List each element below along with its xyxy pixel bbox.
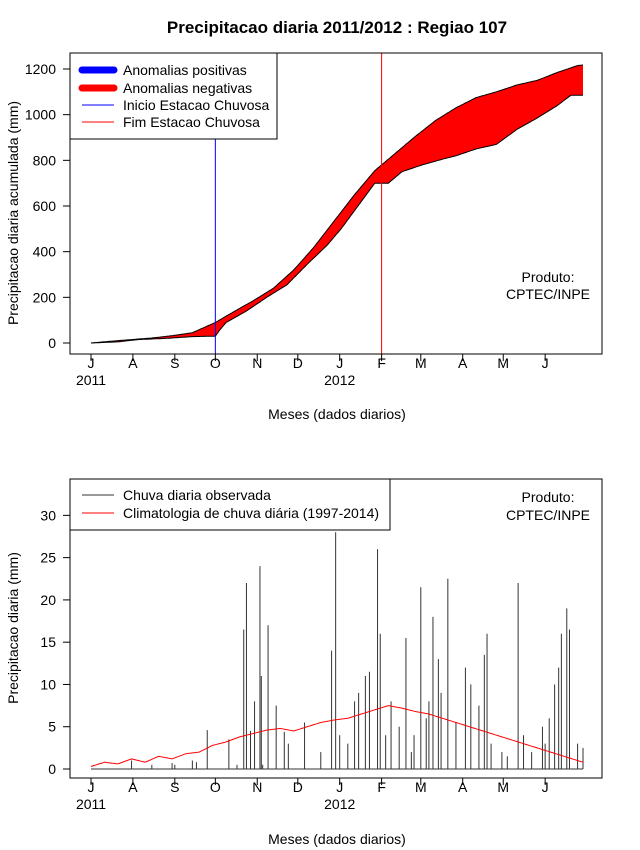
top-x-tick-label: J	[88, 355, 95, 371]
top-year-start-label: 2011	[76, 372, 106, 388]
top-product-label: Produto:	[522, 269, 575, 285]
bottom-y-axis: 0 5 10 15 20 25 30	[40, 507, 71, 777]
bottom-y-axis-label: Precipitacao diaria (mm)	[5, 552, 21, 704]
top-x-tick-label: A	[128, 355, 138, 371]
climatology-daily-line	[90, 705, 584, 767]
top-product-name: CPTEC/INPE	[506, 286, 590, 302]
bottom-y-tick-label: 15	[40, 634, 56, 650]
legend-observed-label: Chuva diaria observada	[123, 487, 271, 503]
top-legend: Anomalias positivas Anomalias negativas …	[69, 52, 278, 140]
top-x-tick-label: J	[336, 355, 343, 371]
top-y-tick-label: 400	[33, 244, 57, 260]
legend-start-label: Inicio Estacao Chuvosa	[123, 97, 270, 113]
top-x-tick-label: J	[542, 355, 549, 371]
bottom-y-tick-label: 10	[40, 676, 56, 692]
bottom-plot-data	[90, 532, 584, 770]
observed-accumulated-line	[90, 94, 583, 344]
bottom-x-tick-label: F	[377, 779, 386, 795]
top-y-tick-label: 0	[48, 335, 56, 351]
top-x-tick-label: D	[293, 355, 303, 371]
legend-climatology-label: Climatologia de chuva diária (1997-2014)	[123, 505, 379, 521]
bottom-product-label: Produto:	[522, 489, 575, 505]
bottom-product-name: CPTEC/INPE	[506, 507, 590, 523]
bottom-x-tick-label: A	[458, 779, 468, 795]
legend-negative-label: Anomalias negativas	[123, 80, 252, 96]
bottom-y-tick-label: 25	[40, 550, 56, 566]
negative-anomaly-area	[91, 64, 583, 344]
top-y-tick-label: 600	[33, 198, 57, 214]
bottom-legend: Chuva diaria observada Climatologia de c…	[69, 478, 391, 531]
bottom-x-axis-label: Meses (dados diarios)	[268, 831, 406, 847]
bottom-year-start-label: 2011	[76, 796, 106, 812]
top-y-axis: 0 200 400 600 800 1000 1200	[25, 61, 71, 351]
top-x-axis-label: Meses (dados diarios)	[268, 406, 406, 422]
bottom-y-tick-label: 0	[48, 761, 56, 777]
top-x-tick-label: F	[377, 355, 386, 371]
bottom-legend-box	[69, 478, 391, 531]
top-year-mid-label: 2012	[324, 372, 355, 388]
bottom-x-tick-label: A	[128, 779, 138, 795]
climatology-accumulated-line	[90, 64, 584, 344]
top-x-tick-label: A	[458, 355, 468, 371]
top-x-tick-label: M	[497, 355, 509, 371]
bottom-x-tick-label: J	[542, 779, 549, 795]
top-x-tick-label: O	[210, 355, 221, 371]
bottom-year-mid-label: 2012	[324, 796, 355, 812]
bottom-y-tick-label: 5	[48, 719, 56, 735]
top-y-axis-label: Precipitacao diaria acumulada (mm)	[5, 101, 21, 325]
legend-positive-label: Anomalias positivas	[123, 62, 247, 78]
bottom-x-tick-label: D	[293, 779, 303, 795]
top-x-tick-label: N	[252, 355, 262, 371]
bottom-y-tick-label: 30	[40, 507, 56, 523]
top-x-tick-label: M	[415, 355, 427, 371]
bottom-x-tick-label: O	[210, 779, 221, 795]
top-y-tick-label: 1000	[25, 107, 56, 123]
bottom-y-tick-label: 20	[40, 592, 56, 608]
bottom-x-tick-label: J	[88, 779, 95, 795]
top-y-tick-label: 800	[33, 152, 57, 168]
legend-end-label: Fim Estacao Chuvosa	[123, 114, 260, 130]
bottom-x-tick-label: M	[415, 779, 427, 795]
bottom-x-tick-label: N	[252, 779, 262, 795]
top-y-tick-label: 1200	[25, 61, 56, 77]
chart-title: Precipitacao diaria 2011/2012 : Regiao 1…	[167, 18, 507, 37]
top-y-tick-label: 200	[33, 289, 57, 305]
bottom-x-tick-label: M	[497, 779, 509, 795]
top-x-tick-label: S	[170, 355, 179, 371]
bottom-x-tick-label: J	[336, 779, 343, 795]
bottom-x-tick-label: S	[170, 779, 179, 795]
